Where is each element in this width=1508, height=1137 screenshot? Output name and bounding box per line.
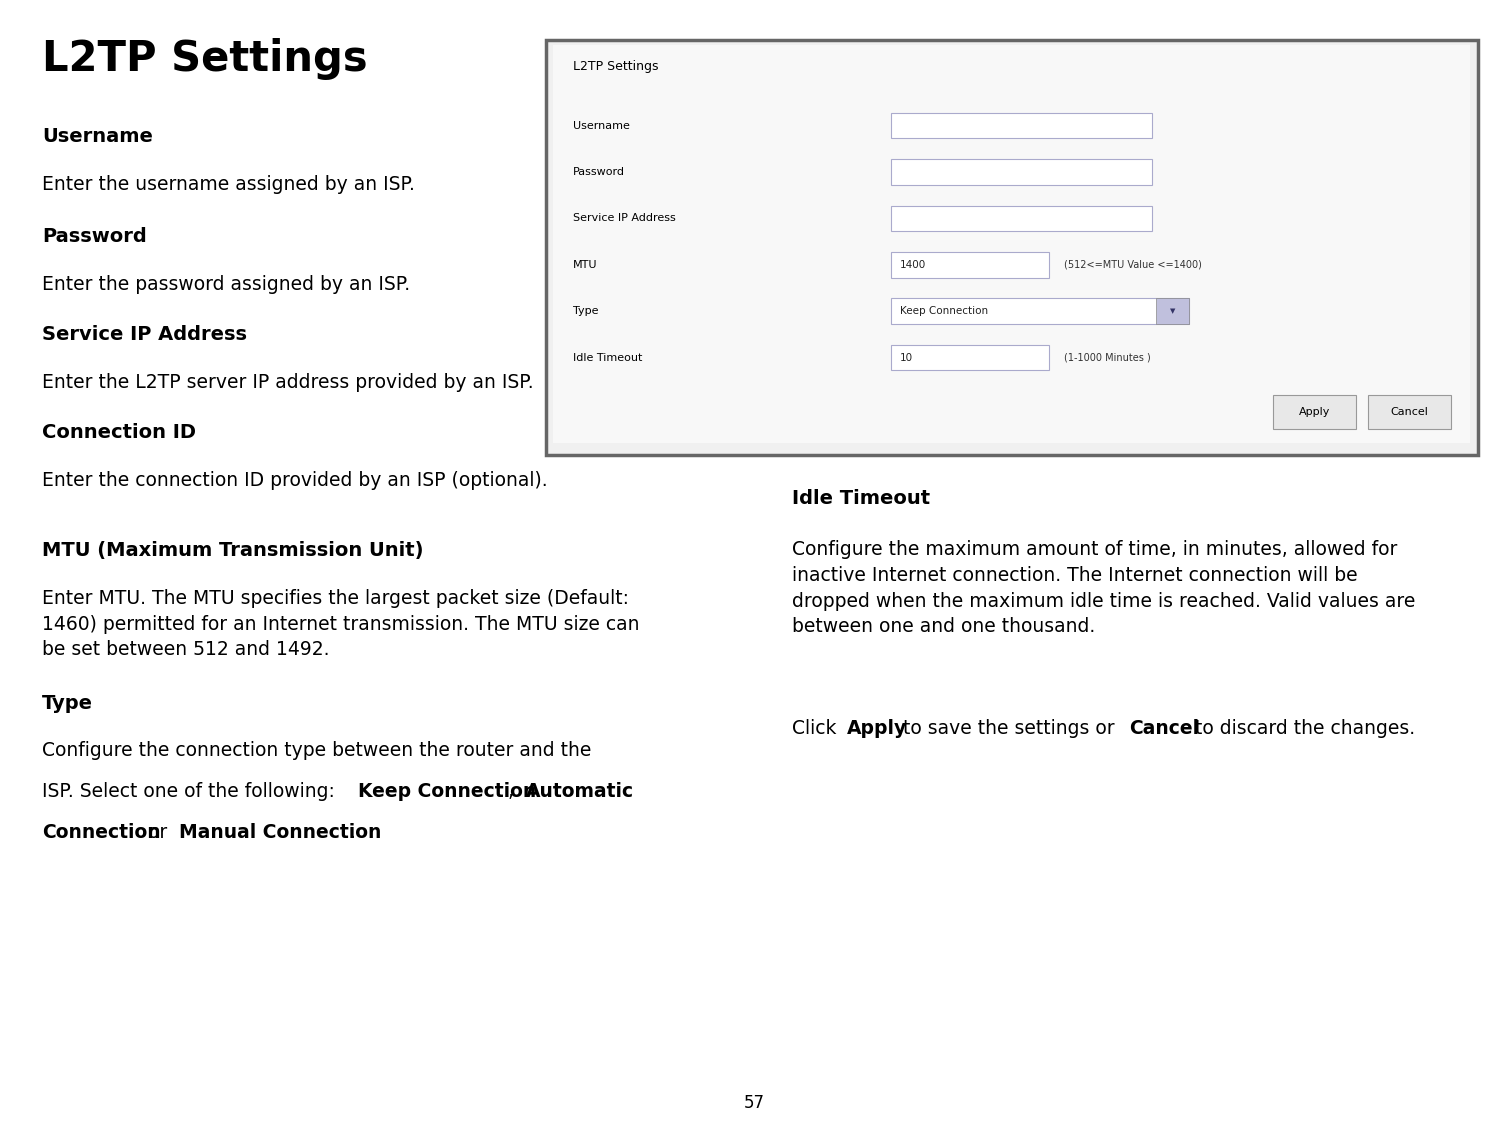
Text: Service IP Address: Service IP Address bbox=[573, 214, 676, 223]
FancyBboxPatch shape bbox=[891, 345, 1050, 371]
Text: Type: Type bbox=[42, 694, 93, 713]
Text: Cancel: Cancel bbox=[1129, 719, 1199, 738]
Text: Password: Password bbox=[573, 167, 624, 177]
Text: Click: Click bbox=[792, 719, 841, 738]
Text: Idle Timeout: Idle Timeout bbox=[573, 352, 642, 363]
Text: to discard the changes.: to discard the changes. bbox=[1190, 719, 1416, 738]
Text: Cancel: Cancel bbox=[1390, 407, 1428, 416]
Text: L2TP Settings: L2TP Settings bbox=[42, 38, 368, 80]
Text: Connection ID: Connection ID bbox=[42, 423, 196, 442]
Text: Connection: Connection bbox=[42, 823, 161, 843]
Text: Enter the password assigned by an ISP.: Enter the password assigned by an ISP. bbox=[42, 275, 410, 294]
Text: MTU: MTU bbox=[573, 260, 597, 269]
Text: (512<=MTU Value <=1400): (512<=MTU Value <=1400) bbox=[1065, 260, 1202, 269]
FancyBboxPatch shape bbox=[1155, 299, 1188, 324]
Text: Keep Connection: Keep Connection bbox=[357, 782, 535, 802]
Text: L2TP Settings: L2TP Settings bbox=[573, 60, 659, 73]
Text: Apply: Apply bbox=[1298, 407, 1330, 416]
FancyBboxPatch shape bbox=[891, 113, 1152, 139]
Text: 57: 57 bbox=[743, 1094, 765, 1112]
Text: Enter MTU. The MTU specifies the largest packet size (Default:
1460) permitted f: Enter MTU. The MTU specifies the largest… bbox=[42, 589, 639, 659]
FancyBboxPatch shape bbox=[553, 45, 1470, 443]
Text: (1-1000 Minutes ): (1-1000 Minutes ) bbox=[1065, 352, 1151, 363]
Text: Manual Connection: Manual Connection bbox=[179, 823, 382, 843]
FancyBboxPatch shape bbox=[1273, 395, 1356, 429]
Text: Enter the L2TP server IP address provided by an ISP.: Enter the L2TP server IP address provide… bbox=[42, 373, 534, 392]
FancyBboxPatch shape bbox=[891, 206, 1152, 231]
Text: Password: Password bbox=[42, 227, 146, 247]
Text: Idle Timeout: Idle Timeout bbox=[792, 489, 930, 508]
Text: .: . bbox=[350, 823, 356, 843]
Text: 1400: 1400 bbox=[900, 260, 926, 269]
FancyBboxPatch shape bbox=[1368, 395, 1451, 429]
Text: MTU (Maximum Transmission Unit): MTU (Maximum Transmission Unit) bbox=[42, 541, 424, 561]
Text: Enter the username assigned by an ISP.: Enter the username assigned by an ISP. bbox=[42, 175, 415, 194]
Text: Service IP Address: Service IP Address bbox=[42, 325, 247, 345]
FancyBboxPatch shape bbox=[891, 252, 1050, 277]
Text: Username: Username bbox=[573, 121, 630, 131]
Text: Automatic: Automatic bbox=[526, 782, 635, 802]
Text: ,: , bbox=[508, 782, 520, 802]
FancyBboxPatch shape bbox=[546, 40, 1478, 455]
Text: Keep Connection: Keep Connection bbox=[900, 306, 988, 316]
Text: Apply: Apply bbox=[847, 719, 908, 738]
FancyBboxPatch shape bbox=[891, 159, 1152, 184]
Text: 10: 10 bbox=[900, 352, 912, 363]
Text: or: or bbox=[142, 823, 173, 843]
FancyBboxPatch shape bbox=[891, 299, 1188, 324]
Text: Configure the maximum amount of time, in minutes, allowed for
inactive Internet : Configure the maximum amount of time, in… bbox=[792, 540, 1415, 637]
Text: ▼: ▼ bbox=[1170, 308, 1175, 314]
Text: Type: Type bbox=[573, 306, 599, 316]
Text: Enter the connection ID provided by an ISP (optional).: Enter the connection ID provided by an I… bbox=[42, 471, 547, 490]
Text: Configure the connection type between the router and the: Configure the connection type between th… bbox=[42, 741, 591, 761]
Text: ISP. Select one of the following:: ISP. Select one of the following: bbox=[42, 782, 341, 802]
Text: to save the settings or: to save the settings or bbox=[897, 719, 1120, 738]
Text: Username: Username bbox=[42, 127, 154, 147]
